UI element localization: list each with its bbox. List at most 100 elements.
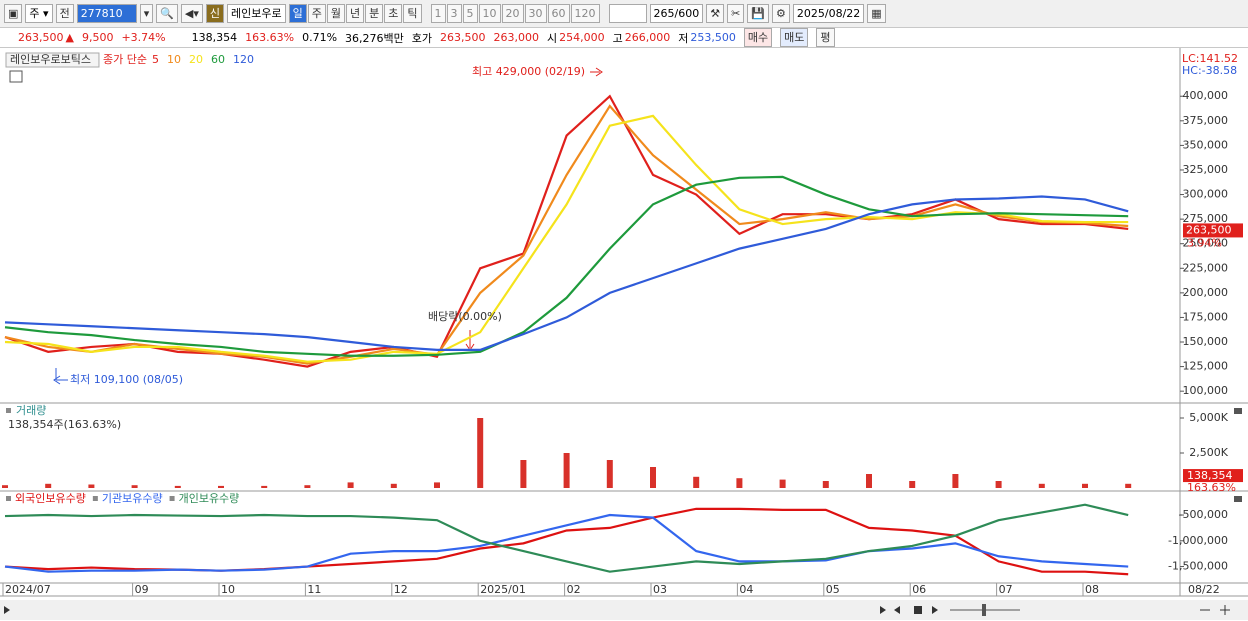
scrollbar bbox=[0, 600, 1248, 620]
date-input[interactable]: 2025/08/22 bbox=[792, 4, 865, 23]
scroll-track bbox=[0, 600, 1248, 620]
legend-marker bbox=[92, 496, 98, 501]
period-button[interactable]: 30 bbox=[524, 4, 547, 23]
annotation-arrow bbox=[590, 67, 603, 77]
legend-entry: 개인보유수량 bbox=[179, 492, 240, 505]
volume-bar bbox=[866, 474, 872, 488]
price: 263,500 bbox=[18, 31, 64, 44]
period-button[interactable]: 월 bbox=[326, 4, 346, 23]
avg-button[interactable]: 평 bbox=[816, 28, 835, 47]
volume-bar bbox=[563, 453, 570, 488]
period-button[interactable]: 분 bbox=[365, 4, 384, 23]
close-icon[interactable] bbox=[1234, 496, 1242, 502]
y-tick-label: 325,000 bbox=[1183, 163, 1229, 176]
legend-marker bbox=[169, 496, 175, 501]
dropdown[interactable]: ▾ bbox=[139, 4, 154, 23]
ask: 263,500 bbox=[440, 31, 486, 44]
scroll-left[interactable] bbox=[4, 606, 10, 614]
y-tick-label: -500,000 bbox=[1179, 508, 1228, 521]
info-bar: 263,500 ▲ 9,500 +3.74% 138,354 163.63% 0… bbox=[0, 28, 1248, 48]
volume-bar bbox=[1082, 483, 1088, 488]
volume-bar bbox=[131, 485, 138, 488]
volume-bar bbox=[347, 482, 354, 488]
legend-marker bbox=[6, 496, 11, 501]
stock-name: 레인보우로 bbox=[227, 4, 286, 23]
y-tick-label: 225,000 bbox=[1183, 261, 1229, 274]
volume-bar bbox=[174, 485, 181, 488]
save-button[interactable]: 💾 bbox=[747, 4, 770, 23]
y-tick-label: 100,000 bbox=[1183, 384, 1229, 397]
legend-entry: 10 bbox=[167, 53, 181, 66]
x-tick-label: 10 bbox=[221, 583, 235, 596]
period-button[interactable]: 주 bbox=[307, 4, 326, 23]
volume-bar bbox=[779, 479, 786, 488]
search-button[interactable]: 🔍 bbox=[156, 4, 178, 23]
annotation: 최저 109,100 (08/05) bbox=[70, 373, 183, 386]
y-tick-label: 275,000 bbox=[1183, 212, 1229, 225]
y-tick-label: -1,000,000 bbox=[1168, 534, 1228, 547]
code-input[interactable]: 277810 bbox=[76, 4, 137, 23]
period-button[interactable]: 초 bbox=[384, 4, 403, 23]
rate: +3.74% bbox=[121, 31, 166, 44]
scroll-buttons[interactable] bbox=[880, 606, 938, 614]
annotation-arrow bbox=[53, 368, 68, 385]
y-tick-label: 400,000 bbox=[1183, 89, 1229, 102]
period-button[interactable]: 년 bbox=[346, 4, 365, 23]
zoom-buttons[interactable] bbox=[1200, 605, 1230, 615]
x-tick-label: 07 bbox=[999, 583, 1013, 596]
y-tick-label: 150,000 bbox=[1183, 335, 1229, 348]
calendar-button[interactable]: ▦ bbox=[867, 4, 886, 23]
y-tick-label: 375,000 bbox=[1183, 114, 1229, 127]
period-button[interactable]: 10 bbox=[478, 4, 501, 23]
volume: 138,354 bbox=[191, 31, 238, 44]
volume-bar bbox=[520, 460, 527, 488]
tool-button[interactable]: ⚒ bbox=[706, 4, 725, 23]
low: 253,500 bbox=[690, 31, 736, 44]
label: 저 bbox=[678, 31, 689, 45]
tool-button[interactable]: ✂ bbox=[727, 4, 745, 23]
panel-icon[interactable] bbox=[9, 70, 23, 83]
panel-title: 거래량 bbox=[16, 404, 46, 417]
volume-bar bbox=[1038, 483, 1045, 488]
volume-bar bbox=[304, 485, 311, 488]
series-line bbox=[4, 513, 1129, 573]
period-button[interactable]: 20 bbox=[501, 4, 524, 23]
x-tick-label: 11 bbox=[307, 583, 321, 596]
volume-bar bbox=[952, 474, 959, 488]
legend-entry: 120 bbox=[233, 53, 254, 66]
menu-button[interactable]: ▣ bbox=[4, 4, 23, 23]
lc-label: LC:141.52 bbox=[1182, 52, 1238, 65]
period-button[interactable]: 3 bbox=[446, 4, 462, 23]
prev-button[interactable]: 전 bbox=[55, 4, 74, 23]
legend-marker bbox=[6, 408, 11, 413]
volume-bar bbox=[261, 485, 268, 488]
buy-button[interactable]: 매수 bbox=[743, 28, 773, 47]
market-select[interactable]: 주 ▾ bbox=[25, 4, 53, 23]
period-button[interactable]: 1 bbox=[430, 4, 446, 23]
count-max: /600 bbox=[674, 7, 700, 20]
settings-button[interactable]: ⚙ bbox=[772, 4, 790, 23]
rate-label: 163.63% bbox=[1187, 481, 1236, 494]
count-box[interactable]: 265/600 bbox=[649, 4, 704, 23]
legend-title: 종가 단순 bbox=[103, 53, 147, 66]
label: 고 bbox=[612, 31, 623, 45]
volume-bar bbox=[390, 483, 397, 488]
period-button[interactable]: 120 bbox=[570, 4, 600, 23]
close-icon[interactable] bbox=[1234, 408, 1242, 414]
sell-button[interactable]: 매도 bbox=[780, 28, 809, 47]
period-button[interactable]: 5 bbox=[462, 4, 478, 23]
amount: 36,276백만 bbox=[345, 31, 404, 45]
change: 9,500 bbox=[81, 31, 114, 44]
period-button[interactable]: 틱 bbox=[403, 4, 422, 23]
legend-box bbox=[5, 52, 100, 68]
badge: 신 bbox=[205, 4, 225, 23]
blank-input[interactable] bbox=[608, 4, 647, 23]
price-marker-label: 263,500 bbox=[1186, 223, 1232, 236]
period-button[interactable]: 60 bbox=[547, 4, 570, 23]
period-button[interactable]: 일 bbox=[288, 4, 307, 23]
price-marker bbox=[1183, 223, 1243, 238]
legend-entry: 5 bbox=[152, 53, 159, 66]
sound-button[interactable]: ◀▾ bbox=[180, 4, 203, 23]
zoom-thumb[interactable] bbox=[982, 604, 986, 616]
